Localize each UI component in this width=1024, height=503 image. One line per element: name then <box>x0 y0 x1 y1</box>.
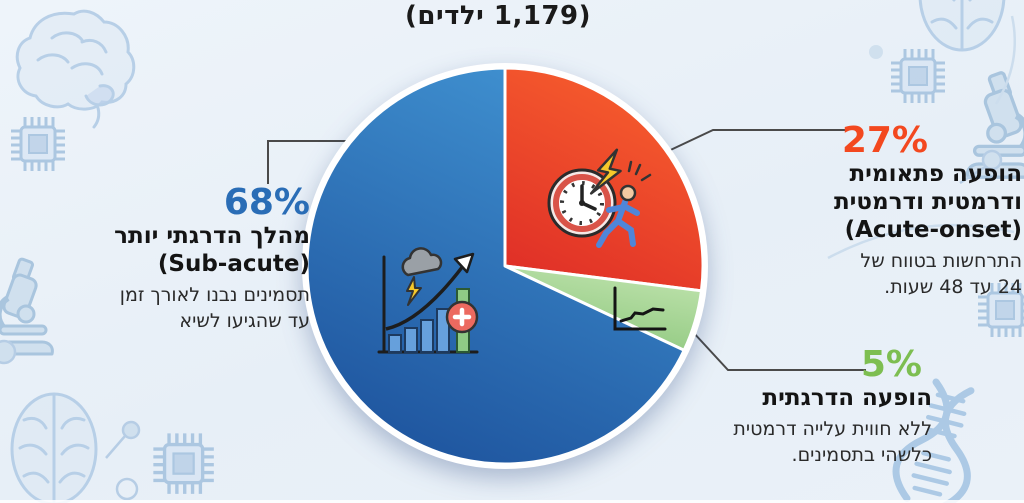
callout-gradual: 5% הופעה הדרגתית ללא חווית עלייה דרמטית … <box>733 346 932 469</box>
acute-title-line2: ודרמטית ודרמטית <box>833 188 1022 215</box>
callout-sub-acute: 68% מהלך הדרגתי יותר (Sub-acute) תסמינים… <box>114 184 310 335</box>
pie-slice-sub-acute <box>305 66 686 466</box>
molecule-icon <box>869 45 1003 185</box>
microchip-icon <box>889 47 947 105</box>
sub-acute-body-line1: תסמינים נבנו לאורך זמן <box>119 283 310 306</box>
page-title: (1,179 ילדים) <box>404 1 591 31</box>
line-chart-icon <box>613 286 667 331</box>
gradual-title: הופעה הדרגתית <box>762 384 932 411</box>
storm-cloud-growth-chart-icon <box>377 247 479 354</box>
acute-percentage: 27% <box>841 120 928 161</box>
leader-gradual <box>691 330 866 371</box>
acute-subtitle: (Acute-onset) <box>844 216 1022 243</box>
leader-sub-acute <box>267 140 370 184</box>
gradual-body-line1: ללא חווית עלייה דרמטית <box>733 417 932 440</box>
callout-acute: 27% הופעה פתאומית ודרמטית ודרמטית (Acute… <box>834 122 1022 301</box>
gradual-body-line2: כלשהי בתסמינים. <box>791 443 932 466</box>
acute-title-line1: הופעה פתאומית <box>849 160 1022 187</box>
sub-acute-percentage: 68% <box>223 182 310 223</box>
acute-body-line1: התרחשות בטווח של <box>860 249 1022 272</box>
alarm-clock-lightning-runner-icon <box>547 148 652 248</box>
leader-acute <box>661 129 848 155</box>
pie-chart <box>305 66 705 466</box>
microchip-icon <box>9 115 67 173</box>
microchip-icon <box>151 431 216 496</box>
sub-acute-subtitle: (Sub-acute) <box>157 250 310 277</box>
decor-arc <box>994 15 1017 105</box>
leader-lines <box>267 129 866 371</box>
microscope-icon <box>0 258 52 354</box>
gradual-percentage: 5% <box>860 344 922 385</box>
acute-body-line2: 24 עד 48 שעות. <box>884 275 1022 298</box>
decor-arc <box>827 223 1015 260</box>
sub-acute-title: מהלך הדרגתי יותר <box>114 222 310 249</box>
molecule-icon <box>0 339 141 501</box>
brain-top-icon <box>10 392 98 503</box>
sub-acute-body-line2: עד שהגיעו לשיא <box>179 309 310 332</box>
